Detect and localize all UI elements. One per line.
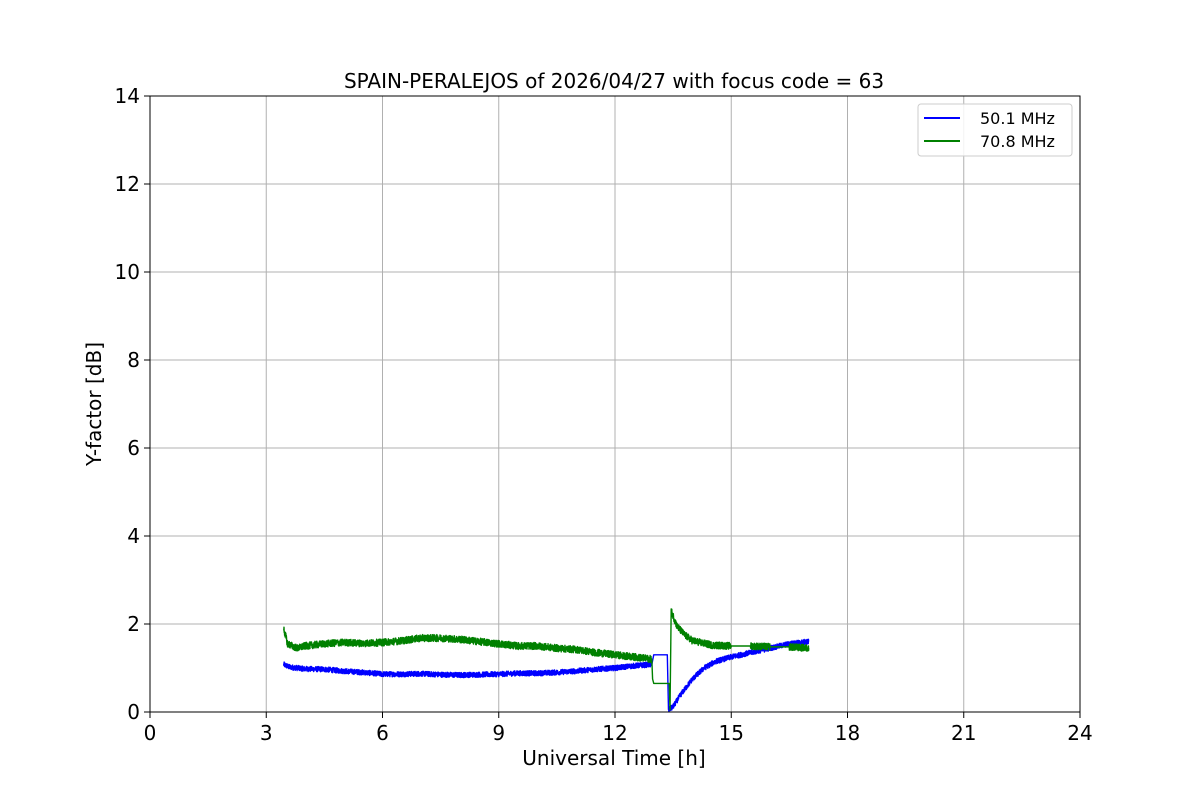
y-tick-label: 0 [127,700,140,724]
legend-label-0: 50.1 MHz [980,109,1055,128]
x-tick-label: 15 [719,721,744,745]
y-tick-label: 2 [127,612,140,636]
legend-label-1: 70.8 MHz [980,132,1055,151]
x-tick-label: 6 [376,721,389,745]
x-axis: 0 3 6 9 12 15 18 21 24 [144,712,1093,745]
y-axis-title: Y-factor [dB] [82,342,106,467]
x-tick-label: 3 [260,721,273,745]
x-tick-label: 0 [144,721,157,745]
series-line-1 [283,608,810,711]
legend: 50.1 MHz 70.8 MHz [917,103,1073,157]
x-tick-label: 18 [835,721,860,745]
y-tick-label: 6 [127,436,140,460]
x-tick-label: 12 [602,721,627,745]
y-tick-label: 10 [115,260,140,284]
y-axis: 0 2 4 6 8 10 12 14 [115,84,150,724]
y-tick-label: 4 [127,524,140,548]
y-tick-label: 12 [115,172,140,196]
x-tick-label: 24 [1067,721,1092,745]
chart-title: SPAIN-PERALEJOS of 2026/04/27 with focus… [344,69,884,93]
grid [149,95,1081,713]
series-layer [282,608,810,712]
x-axis-title: Universal Time [h] [522,746,705,770]
y-tick-label: 14 [115,84,140,108]
series-line-0 [282,638,810,712]
y-tick-label: 8 [127,348,140,372]
x-tick-label: 9 [492,721,505,745]
x-tick-label: 21 [951,721,976,745]
